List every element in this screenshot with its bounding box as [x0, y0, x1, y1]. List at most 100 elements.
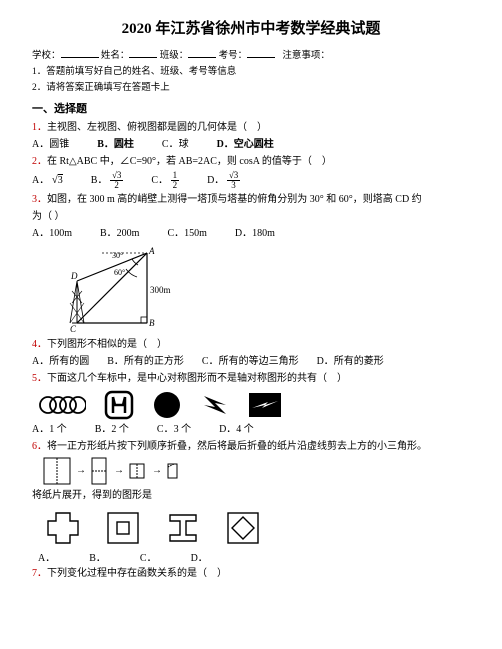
name-label: 姓名：: [101, 51, 130, 61]
arrow-icon: →: [152, 463, 162, 478]
q4-c: C．所有的等边三角形: [202, 354, 299, 369]
q6-num: 6．: [32, 441, 47, 452]
q5-num: 5．: [32, 373, 47, 384]
q1-a: A．圆锥: [32, 137, 69, 152]
q3-svg: 30° 60° 300m A B C D: [42, 243, 172, 333]
q1-d: D．空心圆柱: [217, 137, 274, 152]
q6: 6．将一正方形纸片按下列顺序折叠，然后将最后折叠的纸片沿虚线剪去上方的小三角形。: [32, 439, 470, 454]
q1-text: 主视图、左视图、俯视图都是圆的几何体是（ ）: [47, 122, 267, 133]
q2-c-bot: 2: [171, 181, 180, 190]
q3: 3．如图，在 300 m 高的峭壁上测得一塔顶与塔基的俯角分别为 30° 和 6…: [32, 192, 470, 207]
honda-logo: [104, 390, 134, 420]
q4-a: A．所有的圆: [32, 354, 89, 369]
section-title: 一、选择题: [32, 101, 470, 118]
header-row: 学校： 姓名： 班级： 考号： 注意事项：: [32, 47, 470, 63]
q5-logos: [38, 390, 470, 420]
notice-label: 注意事项：: [282, 51, 330, 61]
fold-step-2: [90, 456, 110, 486]
q5-c: C．3 个: [157, 422, 191, 437]
q3-angle1: 30°: [112, 251, 123, 260]
q3-num: 3．: [32, 194, 47, 205]
q7-num: 7．: [32, 568, 47, 579]
q6-fold-sequence: → → →: [42, 456, 470, 486]
svg-text:D: D: [70, 271, 78, 281]
shape-c: [162, 507, 204, 549]
q6-text: 将一正方形纸片按下列顺序折叠，然后将最后折叠的纸片沿虚线剪去上方的小三角形。: [47, 441, 427, 452]
q3-line2: 为（ ）: [32, 209, 470, 224]
q4-num: 4．: [32, 339, 47, 350]
q7-text: 下列变化过程中存在函数关系的是（ ）: [47, 568, 227, 579]
q2-d-label: D．: [207, 175, 224, 186]
q6-b: B．: [89, 551, 106, 566]
opel-logo: [248, 392, 282, 418]
shape-b: [102, 507, 144, 549]
q5: 5．下面这几个车标中，是中心对称图形而不是轴对称图形的共有（ ）: [32, 371, 470, 386]
q3-options: A．100m B．200m C．150m D．180m: [32, 226, 470, 241]
svg-text:A: A: [148, 246, 155, 256]
q2-d-bot: 3: [227, 181, 240, 190]
school-blank: [61, 47, 99, 58]
q4-d: D．所有的菱形: [317, 354, 384, 369]
q6-options: A． B． C． D．: [38, 551, 470, 566]
q3-b: B．200m: [100, 226, 139, 241]
q3-d: D．180m: [235, 226, 275, 241]
q2-a-label: A．: [32, 175, 49, 186]
q2: 2．在 Rt△ABC 中，∠C=90°，若 AB=2AC，则 cosA 的值等于…: [32, 154, 470, 169]
svg-text:C: C: [70, 324, 77, 333]
q2-d-top: 3: [234, 170, 239, 180]
q2-a-val: 3: [58, 174, 63, 186]
q2-a: A． √3: [32, 172, 63, 189]
shape-a: [42, 507, 84, 549]
class-blank: [188, 47, 216, 58]
q2-num: 2．: [32, 156, 47, 167]
q2-options: A． √3 B． √32 C． 12 D． √33: [32, 171, 470, 190]
instruction-1: 1．答题前填写好自己的姓名、班级、考号等信息: [32, 65, 470, 79]
q2-b: B． √32: [91, 171, 124, 190]
fold-step-1: [42, 456, 72, 486]
fold-step-4: [166, 462, 180, 480]
q4-text: 下列图形不相似的是（ ）: [47, 339, 167, 350]
school-label: 学校：: [32, 51, 61, 61]
shape-d: [222, 507, 264, 549]
class-label: 班级：: [160, 51, 189, 61]
q2-text: 在 Rt△ABC 中，∠C=90°，若 AB=2AC，则 cosA 的值等于（ …: [47, 156, 332, 167]
q5-d: D．4 个: [219, 422, 254, 437]
q4-b: B．所有的正方形: [107, 354, 184, 369]
doc-title: 2020 年江苏省徐州市中考数学经典试题: [32, 18, 470, 41]
q1-b: B．圆柱: [97, 137, 134, 152]
q3-text: 如图，在 300 m 高的峭壁上测得一塔顶与塔基的俯角分别为 30° 和 60°…: [47, 194, 422, 205]
q3-angle2: 60°: [114, 268, 125, 277]
exam-label: 考号：: [219, 51, 248, 61]
q3-height: 300m: [150, 285, 171, 295]
q4: 4．下列图形不相似的是（ ）: [32, 337, 470, 352]
q3-c: C．150m: [167, 226, 206, 241]
q6-shapes: [42, 507, 470, 549]
arrow-icon: →: [76, 463, 86, 478]
q4-options: A．所有的圆 B．所有的正方形 C．所有的等边三角形 D．所有的菱形: [32, 354, 470, 369]
name-blank: [129, 47, 157, 58]
q6-a: A．: [38, 551, 55, 566]
q7: 7．下列变化过程中存在函数关系的是（ ）: [32, 566, 470, 581]
q1: 1．主视图、左视图、俯视图都是圆的几何体是（ ）: [32, 120, 470, 135]
q2-b-bot: 2: [110, 181, 123, 190]
audi-logo: [38, 392, 86, 418]
arrow-icon: →: [114, 463, 124, 478]
q3-a: A．100m: [32, 226, 72, 241]
solid-circle-logo: [152, 390, 182, 420]
q6-d: D．: [191, 551, 208, 566]
q6-line2: 将纸片展开，得到的图形是: [32, 488, 470, 503]
q2-c-label: C．: [151, 175, 168, 186]
q5-options: A．1 个 B．2 个 C．3 个 D．4 个: [32, 422, 470, 437]
suzuki-logo: [200, 390, 230, 420]
q2-c: C． 12: [151, 171, 179, 190]
q2-b-label: B．: [91, 175, 108, 186]
q1-options: A．圆锥 B．圆柱 C．球 D．空心圆柱: [32, 137, 470, 152]
q6-c: C．: [140, 551, 157, 566]
q5-a: A．1 个: [32, 422, 67, 437]
q2-b-top: 3: [117, 170, 122, 180]
q1-num: 1．: [32, 122, 47, 133]
svg-text:B: B: [149, 318, 155, 328]
exam-blank: [247, 47, 275, 58]
q3-figure: 30° 60° 300m A B C D: [42, 243, 470, 333]
q2-d: D． √33: [207, 171, 240, 190]
